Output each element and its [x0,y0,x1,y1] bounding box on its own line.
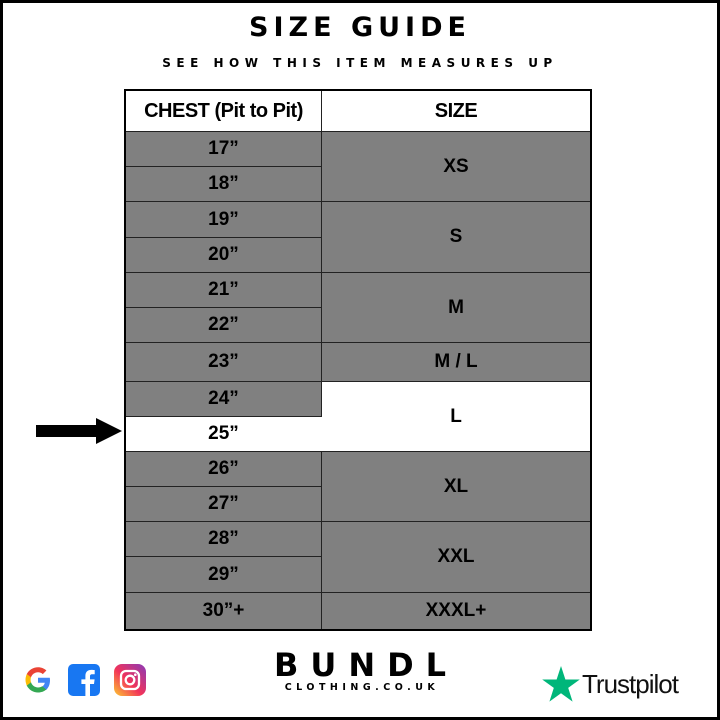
chest-cell: 20” [124,237,322,273]
size-cell: XL [321,451,592,522]
page-subtitle: SEE HOW THIS ITEM MEASURES UP [162,56,558,70]
chest-cell: 21” [124,272,322,308]
chest-cell: 18” [124,166,322,202]
social-icons [22,664,146,696]
facebook-icon [68,664,100,696]
page-title: SIZE GUIDE [249,12,471,43]
chest-cell: 19” [124,201,322,238]
trustpilot-logo: Trustpilot [542,666,679,702]
size-cell: XS [321,131,592,202]
chest-cell: 24” [124,381,322,417]
chest-cell: 29” [124,556,322,593]
chest-cell: 26” [124,451,322,487]
chest-cell: 28” [124,521,322,557]
size-cell: XXL [321,521,592,593]
chest-cell: 30”+ [124,592,322,630]
size-cell: M / L [321,342,592,382]
chest-cell-highlighted: 25” [124,416,322,452]
chest-cell: 17” [124,131,322,167]
chest-cell: 23” [124,342,322,382]
size-guide-table: CHEST (Pit to Pit) SIZE 17” XS 18” 19” S 2… [124,89,592,631]
google-icon [25,667,50,693]
column-header-chest: CHEST (Pit to Pit) [124,89,322,132]
brand-name: BUNDL [273,646,459,684]
arrow-right-icon [36,418,122,444]
column-header-size: SIZE [321,89,592,132]
instagram-icon [114,664,146,696]
chest-cell: 22” [124,307,322,343]
star-icon [542,666,580,702]
size-cell: XXXL+ [321,592,592,630]
trustpilot-label: Trustpilot [582,668,679,699]
size-cell-highlighted: L [321,381,592,452]
chest-cell: 27” [124,486,322,522]
brand-subtitle: CLOTHING.CO.UK [284,682,440,693]
size-cell: S [321,201,592,273]
brand-logo: BUNDL CLOTHING.CO.UK [0,648,720,693]
size-cell: M [321,272,592,343]
